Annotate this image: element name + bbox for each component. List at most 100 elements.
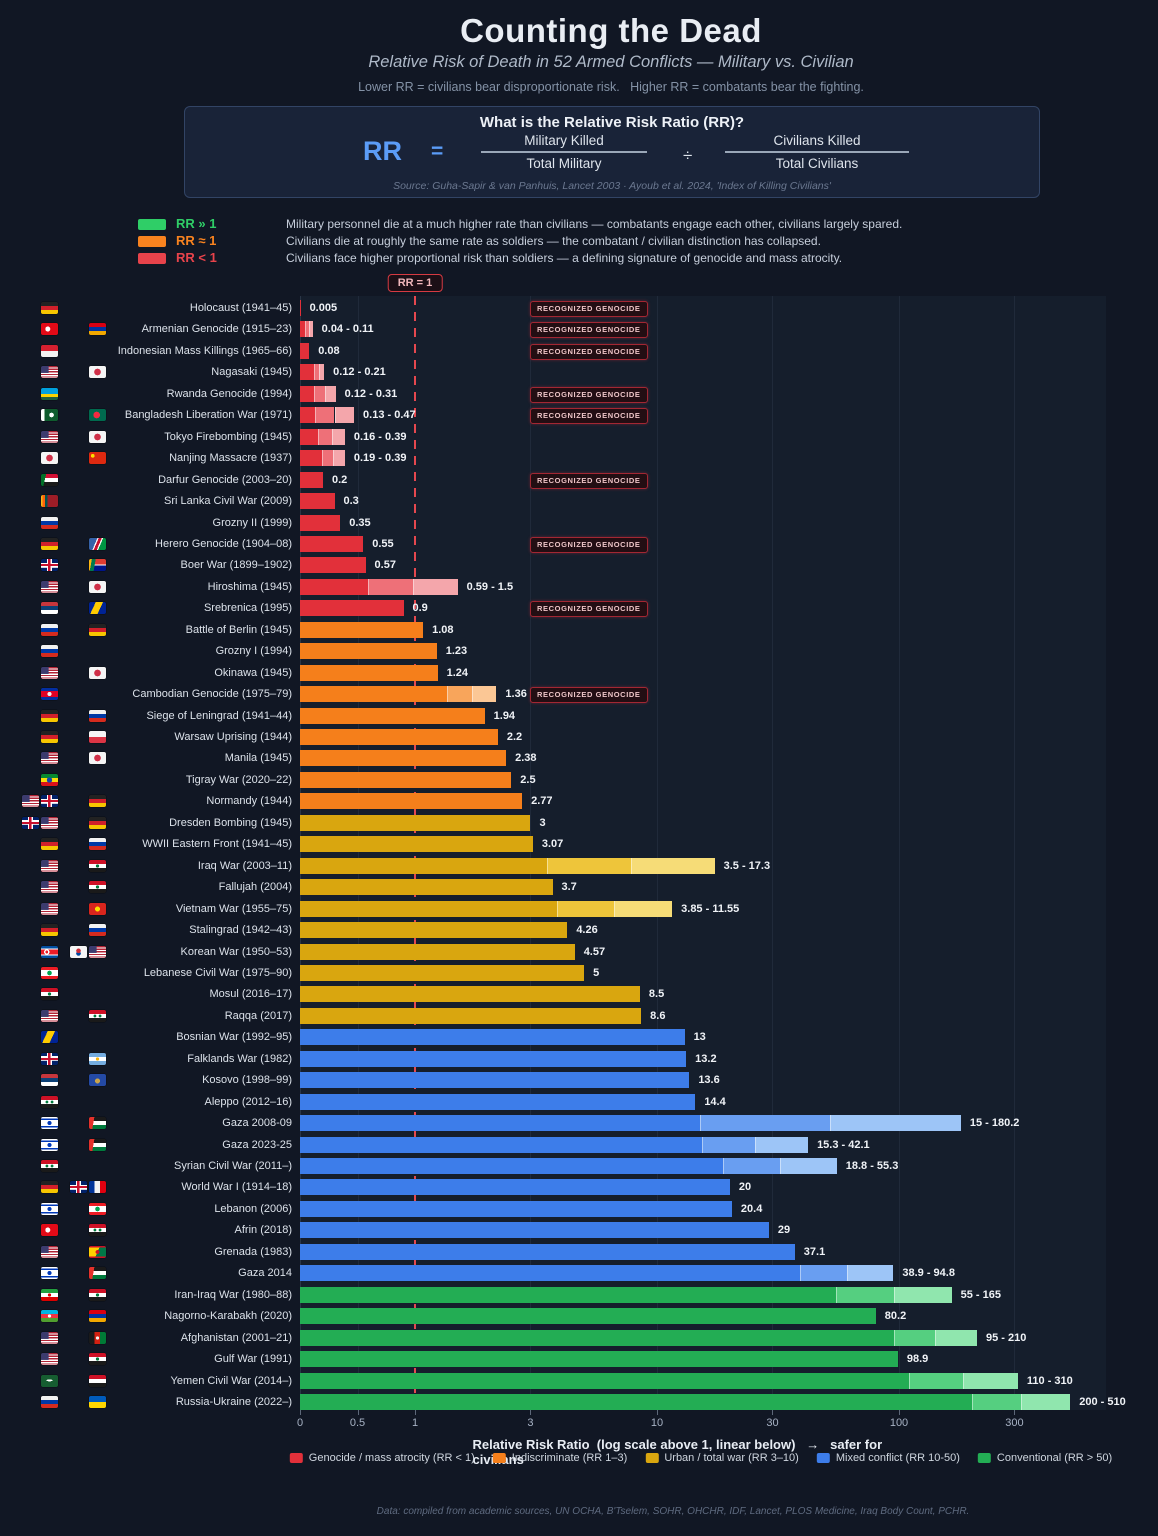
flag-russia — [41, 516, 58, 529]
flag-germany — [89, 816, 106, 829]
legend-top-row-high: RR » 1 Military personnel die at a much … — [0, 217, 1158, 231]
flag-group-a — [41, 966, 58, 979]
flag-group-a — [41, 688, 58, 701]
flag-group-a — [41, 495, 58, 508]
flag-germany — [41, 1181, 58, 1194]
gridline — [358, 296, 359, 1410]
x-axis-tick — [415, 1410, 416, 1415]
conflict-label: Grozny I (1994) — [215, 645, 292, 658]
flag-japan — [89, 666, 106, 679]
rr-value-label: 0.59 - 1.5 — [466, 580, 514, 593]
bar-urban — [300, 986, 640, 1003]
flag-iraq — [89, 1353, 106, 1366]
bar-uncertainty-segment — [754, 1136, 809, 1153]
formula-heading: What is the Relative Risk Ratio (RR)? — [479, 114, 745, 131]
recognized-genocide-badge: RECOGNIZED GENOCIDE — [530, 408, 648, 425]
bar-genocide — [300, 385, 314, 402]
bar-indiscriminate — [300, 793, 523, 810]
fraction-denominator: Total Military — [526, 155, 602, 171]
flag-armenia — [89, 323, 106, 336]
flag-israel — [41, 1202, 58, 1215]
conflict-label: Afrin (2018) — [234, 1224, 292, 1237]
flag-usa — [41, 816, 58, 829]
bar-uncertainty-segment — [367, 578, 413, 595]
flag-group-a — [41, 1095, 58, 1108]
flag-group-a — [41, 773, 58, 786]
legend-swatch-red — [289, 1453, 303, 1463]
legend-swatch-orange — [492, 1453, 506, 1463]
conflict-label: Herero Genocide (1904–08) — [155, 537, 292, 550]
flag-group-a — [41, 945, 58, 958]
rr-value-label: 95 - 210 — [985, 1331, 1027, 1344]
bar-genocide — [300, 364, 314, 381]
bar-genocide — [300, 471, 323, 488]
flag-group-b — [89, 1052, 106, 1065]
flag-group-a — [41, 731, 58, 744]
flag-group-a — [41, 366, 58, 379]
legend-swatch-blue — [816, 1453, 830, 1463]
rr-formula-box: What is the Relative Risk Ratio (RR)? RR… — [184, 106, 1040, 198]
rr-value-label: 1.24 — [446, 666, 469, 679]
flag-group-b — [89, 580, 106, 593]
x-axis-tick-label: 0 — [296, 1417, 304, 1429]
bar-urban — [300, 900, 557, 917]
conflict-label: Sri Lanka Civil War (2009) — [164, 495, 292, 508]
flag-group-b — [89, 1245, 106, 1258]
conflict-label: Battle of Berlin (1945) — [185, 623, 292, 636]
legend-symbol: RR » 1 — [176, 216, 217, 231]
flag-group-a — [41, 859, 58, 872]
flag-group-a — [41, 1202, 58, 1215]
flag-group-b — [89, 559, 106, 572]
flag-usa — [41, 881, 58, 894]
x-axis-tick — [1014, 1410, 1015, 1415]
flag-group-a — [41, 1245, 58, 1258]
x-axis-tick-label: 30 — [766, 1417, 779, 1429]
flag-usa — [41, 902, 58, 915]
bar-urban — [300, 964, 585, 981]
bar-uncertainty-segment — [701, 1136, 755, 1153]
conflict-label: Korean War (1950–53) — [180, 945, 293, 958]
conflict-label: Cambodian Genocide (1975–79) — [132, 688, 292, 701]
flag-uk — [70, 1181, 87, 1194]
flag-group-a — [41, 430, 58, 443]
flag-group-b — [89, 709, 106, 722]
flag-group-b — [89, 731, 106, 744]
flag-syria — [41, 1095, 58, 1108]
bar-uncertainty-segment — [909, 1372, 964, 1389]
conflict-label: Okinawa (1945) — [214, 666, 292, 679]
flag-uk — [22, 816, 39, 829]
bar-genocide — [300, 493, 335, 510]
flag-serbia — [41, 1074, 58, 1087]
bar-uncertainty-segment — [324, 385, 336, 402]
flag-poland — [89, 731, 106, 744]
conflict-label: Siege of Leningrad (1941–44) — [146, 709, 292, 722]
flag-group-a — [41, 559, 58, 572]
legend-top-row-equal: RR ≈ 1 Civilians die at roughly the same… — [0, 234, 1158, 248]
bar-urban — [300, 814, 531, 831]
conflict-label: Srebrenica (1995) — [203, 602, 292, 615]
flag-turkey — [41, 323, 58, 336]
gridline — [657, 296, 658, 1410]
bar-urban — [300, 1007, 642, 1024]
rr-value-label: 2.5 — [520, 773, 536, 786]
bar-uncertainty-segment — [1021, 1394, 1071, 1410]
flag-group-b — [89, 1074, 106, 1087]
recognized-genocide-badge: RECOGNIZED GENOCIDE — [530, 601, 648, 618]
recognized-genocide-badge: RECOGNIZED GENOCIDE — [530, 687, 648, 704]
rr-value-label: 0.12 - 0.21 — [333, 366, 386, 379]
rr-value-label: 15.3 - 42.1 — [817, 1138, 870, 1151]
flag-germany — [41, 731, 58, 744]
flag-usa — [41, 666, 58, 679]
flag-group-b — [89, 1331, 106, 1344]
rr-value-label: 0.3 — [343, 495, 359, 508]
bar-conventional — [300, 1394, 972, 1410]
flag-group-a — [41, 881, 58, 894]
conflict-label: Yemen Civil War (2014–) — [170, 1374, 292, 1387]
flag-group-b — [89, 859, 106, 872]
flag-turkey — [41, 1224, 58, 1237]
conflict-label: Mosul (2016–17) — [209, 988, 292, 1001]
conflict-label: Gaza 2023-25 — [222, 1138, 292, 1151]
bar-genocide — [300, 450, 322, 467]
flag-group-a — [41, 1117, 58, 1130]
bar-uncertainty-segment — [333, 450, 345, 467]
